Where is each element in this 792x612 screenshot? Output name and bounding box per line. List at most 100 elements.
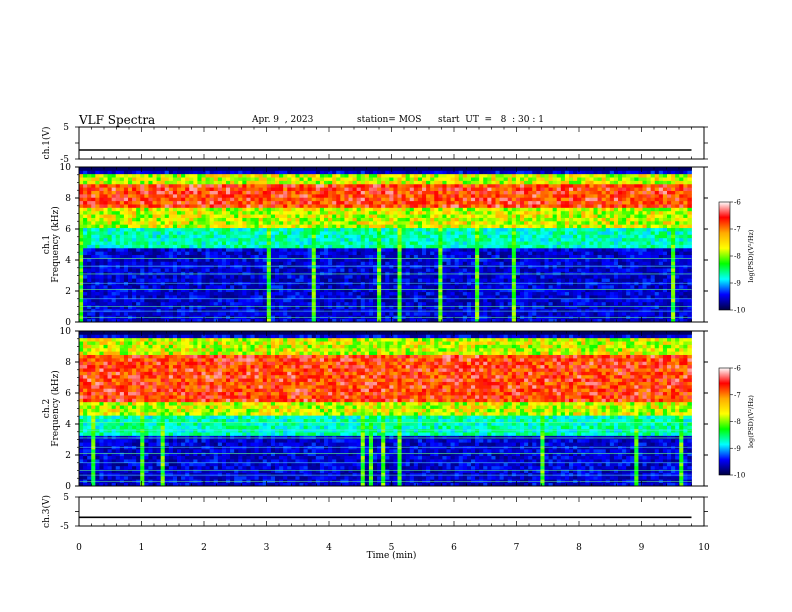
ch1-spectrogram-cell (328, 301, 333, 306)
ch1-spectrogram-cell (140, 173, 145, 178)
ch1-spectrogram-cell (442, 180, 447, 185)
ch1-spectrogram-cell (83, 268, 88, 272)
ch1-spectrogram-cell (495, 177, 500, 181)
ch1-spectrogram-cell (332, 291, 337, 296)
ch1-spectrogram-cell (226, 305, 231, 309)
ch1-spectrogram-cell (246, 170, 251, 175)
ch1-spectrogram-cell (238, 247, 243, 252)
ch1-spectrogram-cell (132, 180, 137, 185)
ch1-spectrogram-cell (152, 268, 157, 272)
ch1-spectrogram-cell (172, 305, 178, 309)
ch1-spectrogram-cell (413, 288, 419, 293)
ch1-spectrogram-cell (205, 224, 211, 229)
ch1-spectrogram-cell (209, 173, 215, 178)
ch1-spectrogram-cell (95, 295, 100, 299)
ch1-spectrogram-cell (434, 295, 439, 299)
ch1-spectrogram-cell (291, 261, 296, 266)
ch1-spectrogram-cell (115, 278, 121, 282)
ch1-spectrogram-cell (360, 284, 366, 289)
ch1-spectrogram-cell (254, 278, 260, 282)
ch1-spectrogram-cell (315, 177, 321, 181)
ch1-spectrogram-cell (299, 207, 304, 212)
ch1-spectrogram-cell (115, 268, 121, 272)
ch1-spectrogram-cell (111, 301, 117, 306)
ch1-spectrogram-cell (103, 291, 108, 296)
ch1-spectrogram-cell (91, 224, 96, 229)
ch1-spectrogram-cell (413, 227, 419, 232)
ch1-spectrogram-cell (140, 170, 145, 175)
ch1-spectrogram-cell (87, 254, 92, 259)
ch1-spectrogram-cell (389, 308, 394, 313)
ch1-spectrogram-cell (148, 318, 153, 323)
ch1-spectrogram-cell (381, 301, 386, 306)
ch1-spectrogram-cell (128, 170, 133, 175)
ch1-spectrogram-cell (226, 183, 231, 188)
ch1-spectrogram-cell (471, 167, 476, 171)
ch1-spectrogram-cell (491, 301, 496, 306)
ch1-spectrogram-cell (217, 207, 223, 212)
ch1-spectrogram-cell (177, 190, 182, 195)
ch1-spectrogram-cell (123, 244, 129, 249)
ch1-spectrogram-cell (479, 271, 484, 276)
ch1-spectrogram-cell (279, 170, 284, 175)
ch1-spectrogram-cell (446, 173, 451, 178)
ch1-spectrogram-cell (446, 288, 451, 293)
ch1-spectrogram-cell (319, 234, 325, 239)
ch1-spectrogram-cell (128, 257, 133, 262)
ch1-spectrogram-cell (438, 311, 443, 316)
ch1-spectrogram-cell (164, 274, 170, 279)
ch1-spectrogram-cell (160, 254, 166, 259)
ch1-spectrogram-cell (91, 200, 96, 205)
ch1-spectrogram-cell (291, 177, 296, 181)
ch1-spectrogram-cell (189, 231, 194, 235)
ch1-spectrogram-cell (491, 254, 496, 259)
ch1-spectrogram-cell (409, 247, 415, 252)
ch1-spectrogram-cell (324, 291, 329, 296)
ch1-spectrogram-cell (193, 204, 198, 208)
ch1-spectrogram-cell (136, 207, 141, 212)
ch1-spectrogram-cell (103, 295, 108, 299)
ch1-spectrogram-cell (319, 318, 325, 323)
ch1-spectrogram-cell (471, 217, 476, 222)
ch1-spectrogram-cell (487, 274, 492, 279)
ch1-spectrogram-cell (328, 173, 333, 178)
ch1-spectrogram-cell (140, 204, 145, 208)
ch1-spectrogram-cell (377, 200, 382, 205)
ch1-spectrogram-cell (422, 291, 427, 296)
ch1-spectrogram-cell (87, 193, 92, 198)
ch1-spectrogram-cell (389, 217, 394, 222)
ch1-spectrogram-cell (397, 257, 402, 262)
ch1-spectrogram-cell (160, 268, 166, 272)
ch1-spectrogram-cell (83, 311, 88, 316)
ch1-spectrogram-cell (156, 311, 162, 316)
ch1-spectrogram-cell (213, 301, 219, 306)
ch1-spectrogram-cell (287, 257, 292, 262)
ch1-spectrogram-cell (99, 308, 104, 313)
ch1-spectrogram-cell (283, 318, 288, 323)
ch1-spectrogram-cell (111, 268, 117, 272)
ch1-spectrogram-cell (144, 278, 149, 282)
ch1-spectrogram-cell (242, 220, 247, 225)
ch1-spectrogram-cell (377, 183, 382, 188)
ch1-spectrogram-cell (450, 241, 456, 245)
ch1-spectrogram-cell (324, 231, 329, 235)
ch1-spectrogram-cell (99, 224, 104, 229)
ch1-spectrogram-cell (140, 278, 145, 282)
ch1-spectrogram-cell (466, 204, 472, 208)
ch1-spectrogram-cell (311, 214, 317, 218)
ch1-spectrogram-cell (483, 295, 488, 299)
ch1-spectrogram-cell (291, 295, 296, 299)
ch1-spectrogram-cell (107, 177, 113, 181)
ch1-spectrogram-cell (185, 278, 190, 282)
ch1-spectrogram-cell (409, 207, 415, 212)
ch1-spectrogram-cell (434, 247, 439, 252)
ch1-spectrogram-cell (471, 318, 476, 323)
ch1-spectrogram-cell (156, 234, 162, 239)
ch1-spectrogram-cell (442, 268, 447, 272)
ch1-spectrogram-cell (426, 190, 431, 195)
ch1-spectrogram-cell (226, 224, 231, 229)
ch1-spectrogram-cell (311, 224, 317, 229)
ch1-spectrogram-cell (352, 204, 358, 208)
ch1-spectrogram-cell (426, 231, 431, 235)
ch1-spectrogram-cell (401, 217, 407, 222)
